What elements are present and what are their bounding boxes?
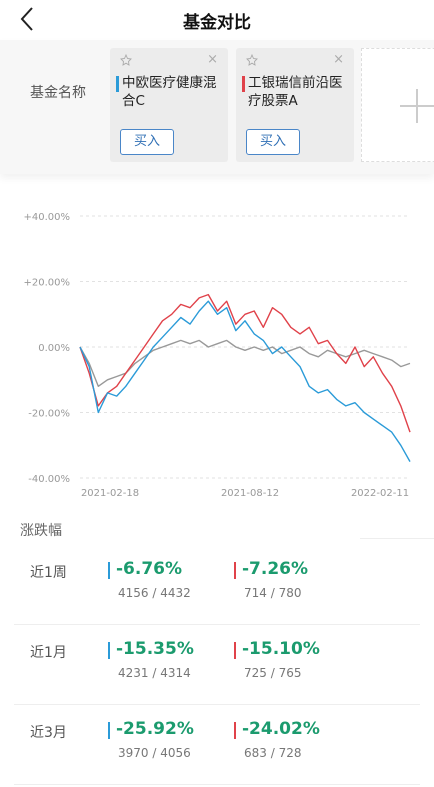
series-line: [79, 300, 411, 462]
fund-card-1: × 中欧医疗健康混合C 买入: [110, 48, 228, 162]
fund1-change: -25.92%: [108, 719, 194, 739]
performance-row: 近3月 -25.92% 3970 / 4056 -24.02% 683 / 72…: [0, 719, 434, 787]
nav-bar: 基金对比: [0, 0, 434, 40]
fund-name-label: 基金名称: [30, 85, 86, 101]
close-icon[interactable]: ×: [333, 52, 344, 67]
y-tick-label: +20.00%: [23, 278, 70, 289]
fund2-change: -7.26%: [234, 559, 308, 579]
performance-row: 近1月 -15.35% 4231 / 4314 -15.10% 725 / 76…: [0, 639, 434, 722]
fund2-rank: 683 / 728: [244, 746, 302, 760]
fund-color-marker: [116, 76, 119, 92]
close-icon[interactable]: ×: [207, 52, 218, 67]
page-title: 基金对比: [183, 13, 251, 33]
pin-icon[interactable]: [246, 54, 258, 66]
x-tick-label: 2021-02-18: [81, 488, 139, 499]
y-tick-label: -20.00%: [28, 409, 70, 420]
fund-card-2: × 工银瑞信前沿医疗股票A 买入: [236, 48, 354, 162]
divider: [14, 784, 420, 785]
period-label: 近1月: [30, 645, 67, 661]
fund1-change: -15.35%: [108, 639, 194, 659]
fund1-rank: 4231 / 4314: [118, 666, 191, 680]
fund2-change: -24.02%: [234, 719, 320, 739]
y-tick-label: -40.00%: [28, 474, 70, 485]
fund-name: 工银瑞信前沿医疗股票A: [242, 74, 350, 110]
fund2-rank: 725 / 765: [244, 666, 302, 680]
buy-button[interactable]: 买入: [120, 129, 174, 155]
fund-header: 基金名称 × 中欧医疗健康混合C 买入 × 工银瑞信前沿医疗股票A 买入: [0, 40, 434, 174]
period-label: 近1周: [30, 565, 67, 581]
fund2-change: -15.10%: [234, 639, 320, 659]
fund1-rank: 4156 / 4432: [118, 586, 191, 600]
performance-row: 近1周 -6.76% 4156 / 4432 -7.26% 714 / 780: [0, 559, 434, 642]
add-fund-button[interactable]: [361, 48, 434, 162]
series-line: [79, 293, 411, 433]
pin-icon[interactable]: [120, 54, 132, 66]
fund-color-marker: [242, 76, 245, 92]
divider: [14, 704, 420, 705]
divider: [14, 624, 420, 625]
y-tick-label: +40.00%: [23, 212, 70, 223]
chevron-left-icon[interactable]: [14, 2, 44, 36]
divider: [360, 538, 434, 539]
y-tick-label: 0.00%: [38, 343, 70, 354]
x-tick-label: 2022-02-11: [351, 488, 409, 499]
fund-name: 中欧医疗健康混合C: [116, 74, 224, 110]
performance-chart: +40.00% +20.00% 0.00% -20.00% -40.00% 2021-02…: [23, 212, 411, 499]
fund2-rank: 714 / 780: [244, 586, 302, 600]
x-tick-label: 2021-08-12: [221, 488, 279, 499]
section-title: 涨跌幅: [20, 523, 62, 539]
buy-button[interactable]: 买入: [246, 129, 300, 155]
series-line: [79, 339, 411, 388]
fund1-change: -6.76%: [108, 559, 182, 579]
period-label: 近3月: [30, 725, 67, 741]
fund1-rank: 3970 / 4056: [118, 746, 191, 760]
